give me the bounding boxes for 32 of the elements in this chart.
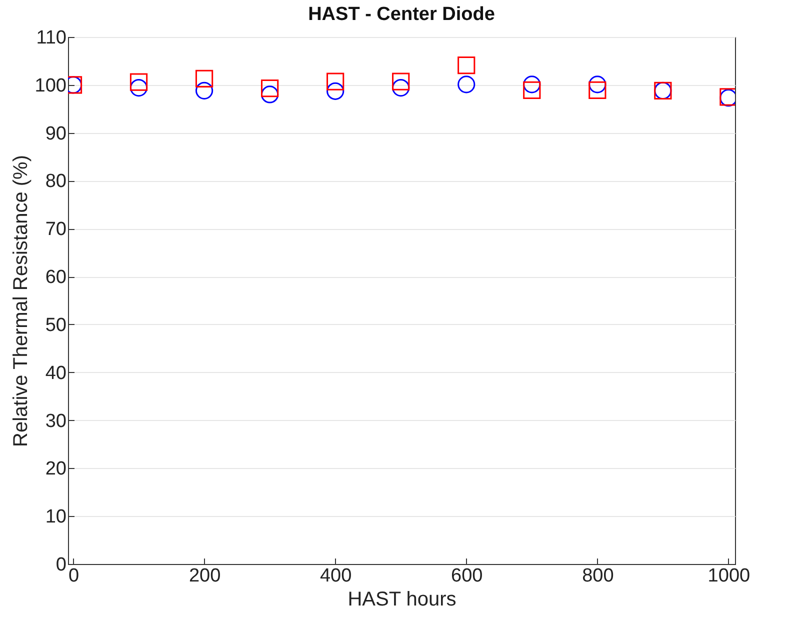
chart-title: HAST - Center Diode: [308, 4, 495, 25]
point: [392, 72, 410, 90]
x-tick-label: 600: [451, 566, 483, 586]
point: [458, 56, 476, 74]
point: [195, 82, 214, 100]
y-tick-label: 50: [45, 314, 66, 336]
x-tick-label: 400: [320, 566, 352, 586]
y-tick-label: 100: [34, 75, 66, 96]
point: [326, 72, 344, 90]
y-tick-label: 70: [45, 219, 66, 240]
point: [326, 82, 344, 100]
x-tick-label: 0: [68, 566, 80, 586]
point: [260, 79, 279, 98]
y-tick-label: 90: [45, 123, 66, 144]
y-tick-label: 40: [45, 362, 66, 384]
point: [260, 86, 279, 104]
point: [523, 81, 541, 99]
y-tick-label: 10: [45, 506, 66, 528]
y-tick-label: 20: [45, 458, 66, 480]
y-tick-label: 60: [45, 267, 66, 288]
y-tick-label: 80: [45, 171, 66, 192]
point: [130, 73, 148, 91]
point: [458, 76, 476, 94]
y-axis-title: Relative Thermal Resistance (%): [10, 155, 32, 447]
x-tick-label: 800: [582, 566, 614, 586]
x-tick-label: 200: [188, 566, 221, 586]
y-tick-label: 110: [36, 28, 66, 48]
x-axis-title: HAST hours: [348, 588, 456, 610]
point: [588, 81, 606, 99]
x-tick-label: 1000: [708, 566, 750, 586]
point: [195, 70, 214, 88]
y-tick-label: 30: [45, 410, 66, 432]
